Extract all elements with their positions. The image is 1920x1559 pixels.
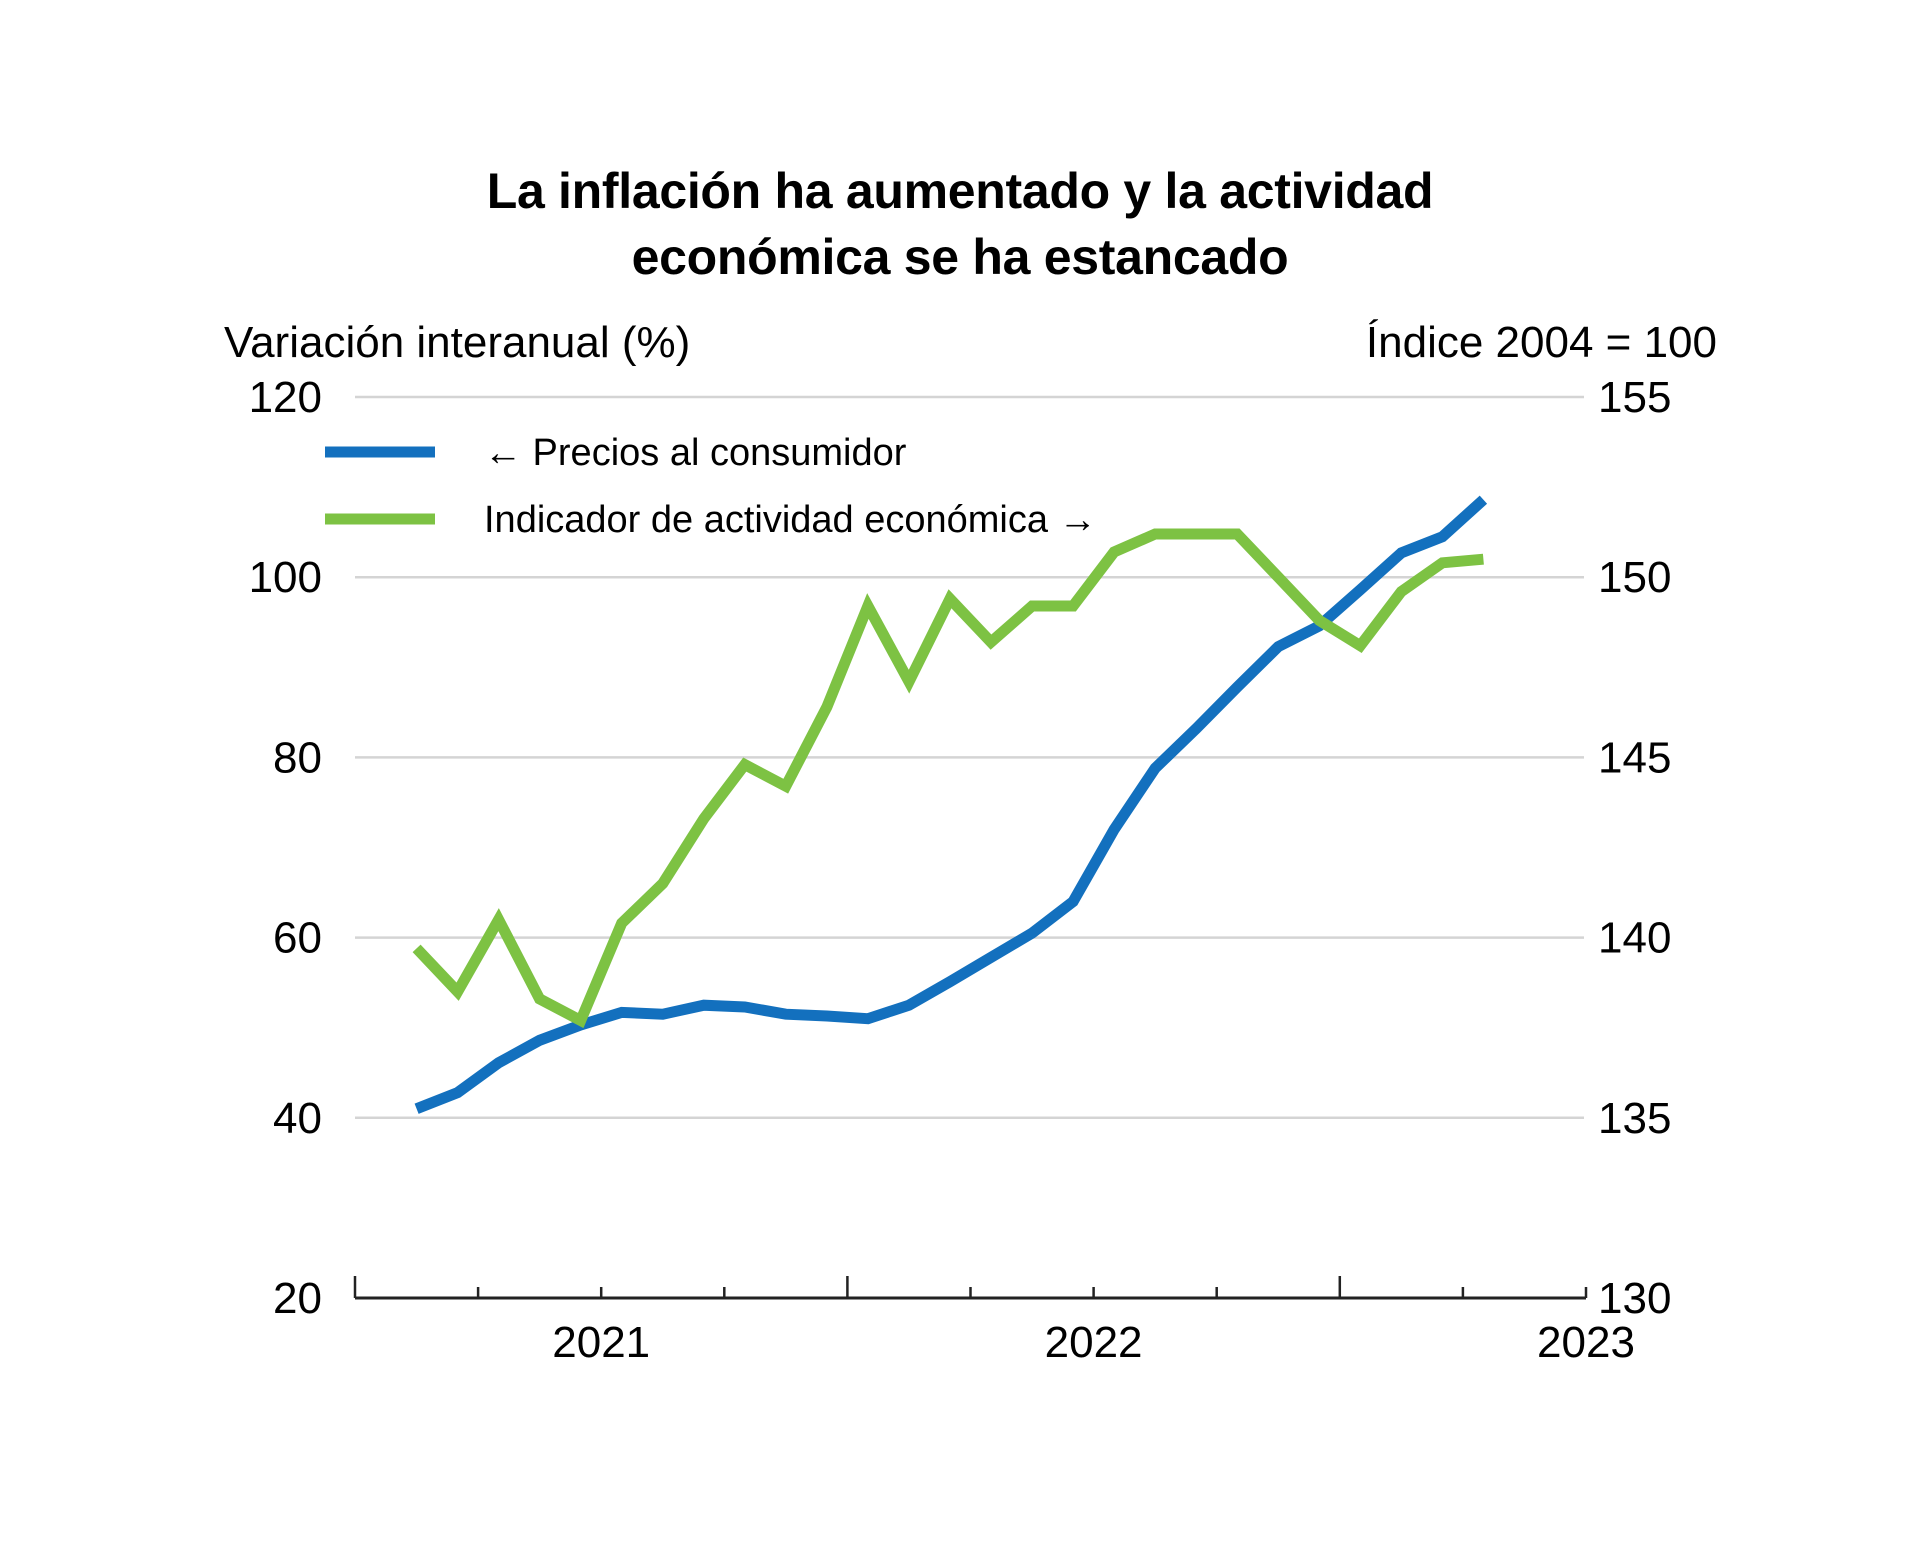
chart-title-line-1: La inflación ha aumentado y la actividad — [486, 163, 1434, 219]
right-tick-label: 155 — [1598, 373, 1671, 422]
chart-title-line-2: económica se ha estancado — [631, 229, 1289, 285]
axes — [353, 1276, 1588, 1300]
tick-labels: 20 130 40 135 60 140 80 145 100 150 120 155 2021 2022… — [249, 373, 1672, 1367]
left-tick-label: 100 — [249, 553, 322, 602]
gridlines — [355, 395, 1584, 1120]
x-tick-label: 2022 — [1045, 1318, 1143, 1367]
right-tick-label: 145 — [1598, 733, 1671, 782]
legend-label: Indicador de actividad económica → — [484, 499, 1097, 541]
left-tick-label: 80 — [273, 733, 322, 782]
legend: ← Precios al consumidor Indicador de acti… — [325, 432, 1097, 541]
chart-title: La inflación ha aumentado y la actividad… — [0, 158, 1920, 290]
right-tick-label: 150 — [1598, 553, 1671, 602]
right-tick-label: 135 — [1598, 1094, 1671, 1143]
series-lines — [412, 495, 1488, 1114]
series-line-actividad — [412, 528, 1484, 1029]
right-tick-label: 140 — [1598, 914, 1671, 963]
left-tick-label: 40 — [273, 1094, 322, 1143]
left-tick-label: 60 — [273, 914, 322, 963]
left-tick-label: 20 — [273, 1274, 322, 1323]
x-tick-label: 2021 — [552, 1318, 650, 1367]
right-tick-label: 130 — [1598, 1274, 1671, 1323]
series-line-precios — [414, 495, 1488, 1114]
right-axis-title: Índice 2004 = 100 — [1365, 318, 1717, 367]
x-tick-label: 2023 — [1537, 1318, 1635, 1367]
left-axis-title: Variación interanual (%) — [224, 318, 691, 367]
left-tick-label: 120 — [249, 373, 322, 422]
legend-label: ← Precios al consumidor — [484, 432, 907, 474]
